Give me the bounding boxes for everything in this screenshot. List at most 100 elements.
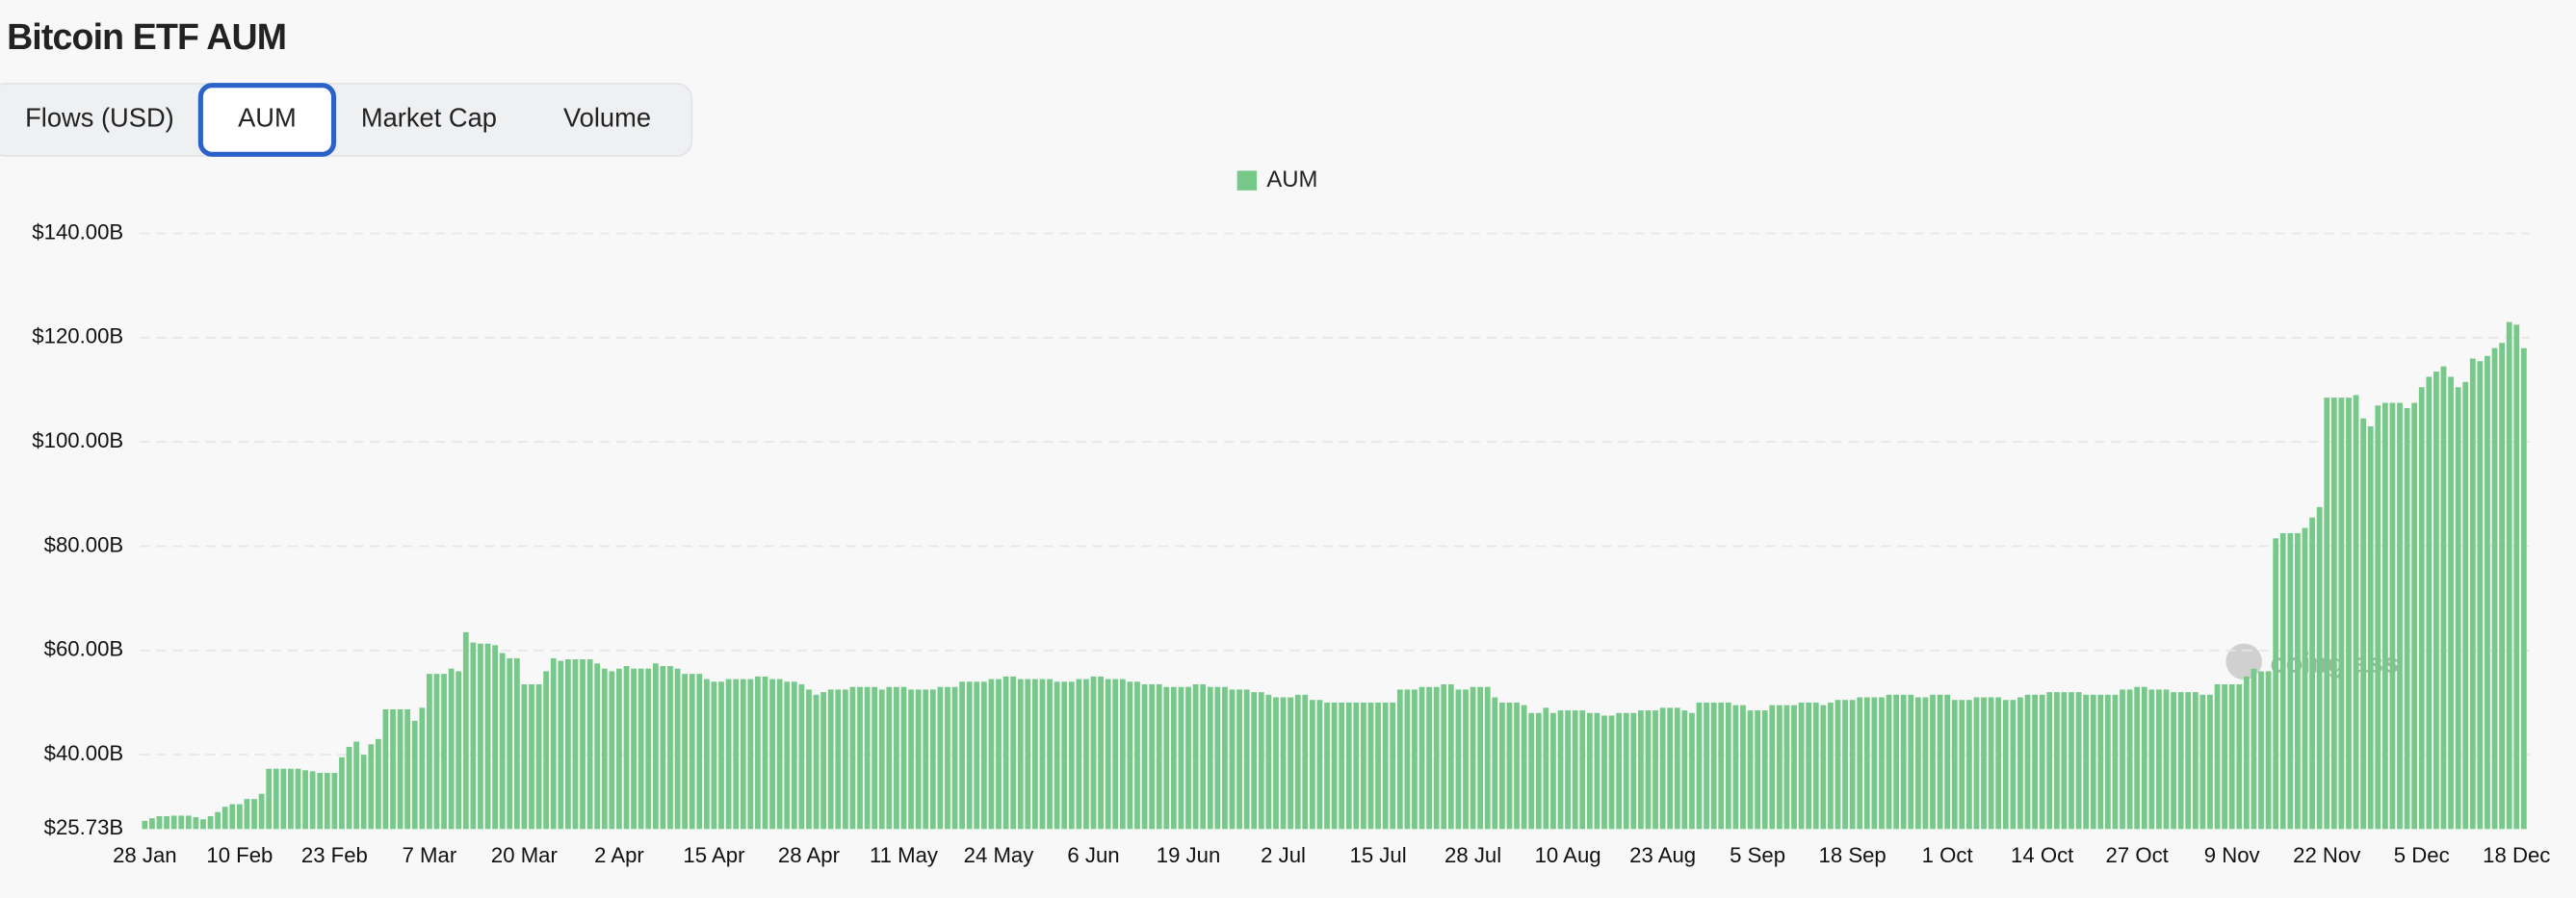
bar: [1047, 679, 1053, 830]
bar: [455, 671, 462, 830]
bar: [1557, 710, 1564, 830]
bar: [2222, 683, 2228, 830]
bar: [974, 681, 980, 830]
bar: [1149, 683, 1156, 830]
bar: [1470, 686, 1476, 830]
bar: [1586, 712, 1593, 830]
y-tick-label: $25.73B: [44, 815, 124, 839]
bar: [288, 768, 294, 830]
bar: [1776, 705, 1782, 830]
bar: [1630, 712, 1637, 830]
y-tick-label: $120.00B: [32, 324, 123, 348]
bar: [900, 686, 907, 830]
bar: [2156, 689, 2162, 830]
tab-label[interactable]: Volume: [563, 103, 651, 133]
bar: [609, 671, 615, 830]
bar: [1900, 694, 1907, 830]
bar: [1171, 686, 1177, 830]
bar: [309, 771, 316, 830]
bar: [945, 686, 950, 830]
bar: [382, 708, 389, 830]
bar: [2112, 694, 2119, 830]
bar: [1294, 694, 1301, 830]
bar: [1951, 700, 1958, 830]
bar: [492, 645, 498, 830]
x-tick-label: 5 Sep: [1730, 843, 1785, 867]
bar: [937, 686, 944, 830]
bar: [1339, 702, 1345, 830]
bar: [1506, 702, 1513, 830]
bar: [1828, 702, 1834, 830]
bar: [2440, 366, 2447, 830]
bar: [1550, 712, 1556, 830]
bar: [718, 681, 724, 830]
bar: [2265, 671, 2272, 830]
bar: [864, 686, 871, 830]
bar: [915, 689, 922, 830]
bar: [1893, 694, 1899, 830]
tab-bar: [0, 83, 693, 157]
tab-label[interactable]: AUM: [238, 103, 297, 133]
bar: [390, 708, 396, 830]
x-tick-label: 19 Jun: [1157, 843, 1221, 867]
bar: [2273, 538, 2279, 830]
bar: [631, 668, 637, 830]
bar: [2375, 405, 2381, 830]
bar: [448, 668, 455, 830]
bar: [586, 658, 593, 830]
bar: [929, 689, 936, 830]
bar: [2389, 402, 2396, 830]
bar: [193, 817, 199, 830]
x-tick-label: 27 Oct: [2106, 843, 2169, 867]
bar: [2338, 398, 2345, 830]
bar: [1732, 705, 1739, 830]
bar: [2017, 697, 2023, 830]
bar: [1090, 676, 1097, 830]
x-tick-label: 18 Dec: [2483, 843, 2550, 867]
bar: [1857, 697, 1863, 830]
bar: [667, 666, 673, 830]
bar: [1178, 686, 1184, 830]
bar: [1769, 705, 1776, 830]
bar: [2513, 324, 2520, 830]
bar: [441, 674, 447, 830]
bar: [1543, 707, 1549, 830]
bar: [827, 689, 834, 830]
bar: [1010, 676, 1017, 830]
bar: [1222, 686, 1228, 830]
bar: [1937, 694, 1943, 830]
bar: [236, 804, 243, 830]
bar: [1638, 710, 1644, 830]
bar: [806, 689, 812, 830]
y-tick-label: $140.00B: [32, 219, 123, 244]
bar: [2097, 694, 2104, 830]
tab-label[interactable]: Market Cap: [361, 103, 497, 133]
tab-selected[interactable]: [197, 83, 337, 157]
bar: [959, 681, 965, 830]
bar: [2075, 692, 2082, 830]
bar: [2163, 689, 2170, 830]
bar: [1134, 681, 1140, 830]
bar: [1361, 702, 1366, 830]
bar: [1718, 702, 1725, 830]
bar: [1761, 710, 1768, 830]
bar: [703, 679, 710, 830]
bar: [280, 768, 287, 830]
bar: [1863, 697, 1870, 830]
bar: [740, 679, 746, 830]
bar: [1886, 694, 1892, 830]
bar: [682, 674, 689, 830]
bar: [1236, 689, 1242, 830]
bar: [513, 657, 520, 830]
bar: [1412, 689, 1418, 830]
bar: [2083, 694, 2090, 830]
bar: [2090, 694, 2096, 830]
bar: [2053, 692, 2060, 830]
tab-label[interactable]: Flows (USD): [25, 103, 174, 133]
bar: [2214, 683, 2221, 830]
bar: [747, 679, 754, 830]
bar: [404, 708, 411, 830]
bar: [565, 658, 571, 830]
bar: [1871, 697, 1878, 830]
bar: [1345, 702, 1352, 830]
